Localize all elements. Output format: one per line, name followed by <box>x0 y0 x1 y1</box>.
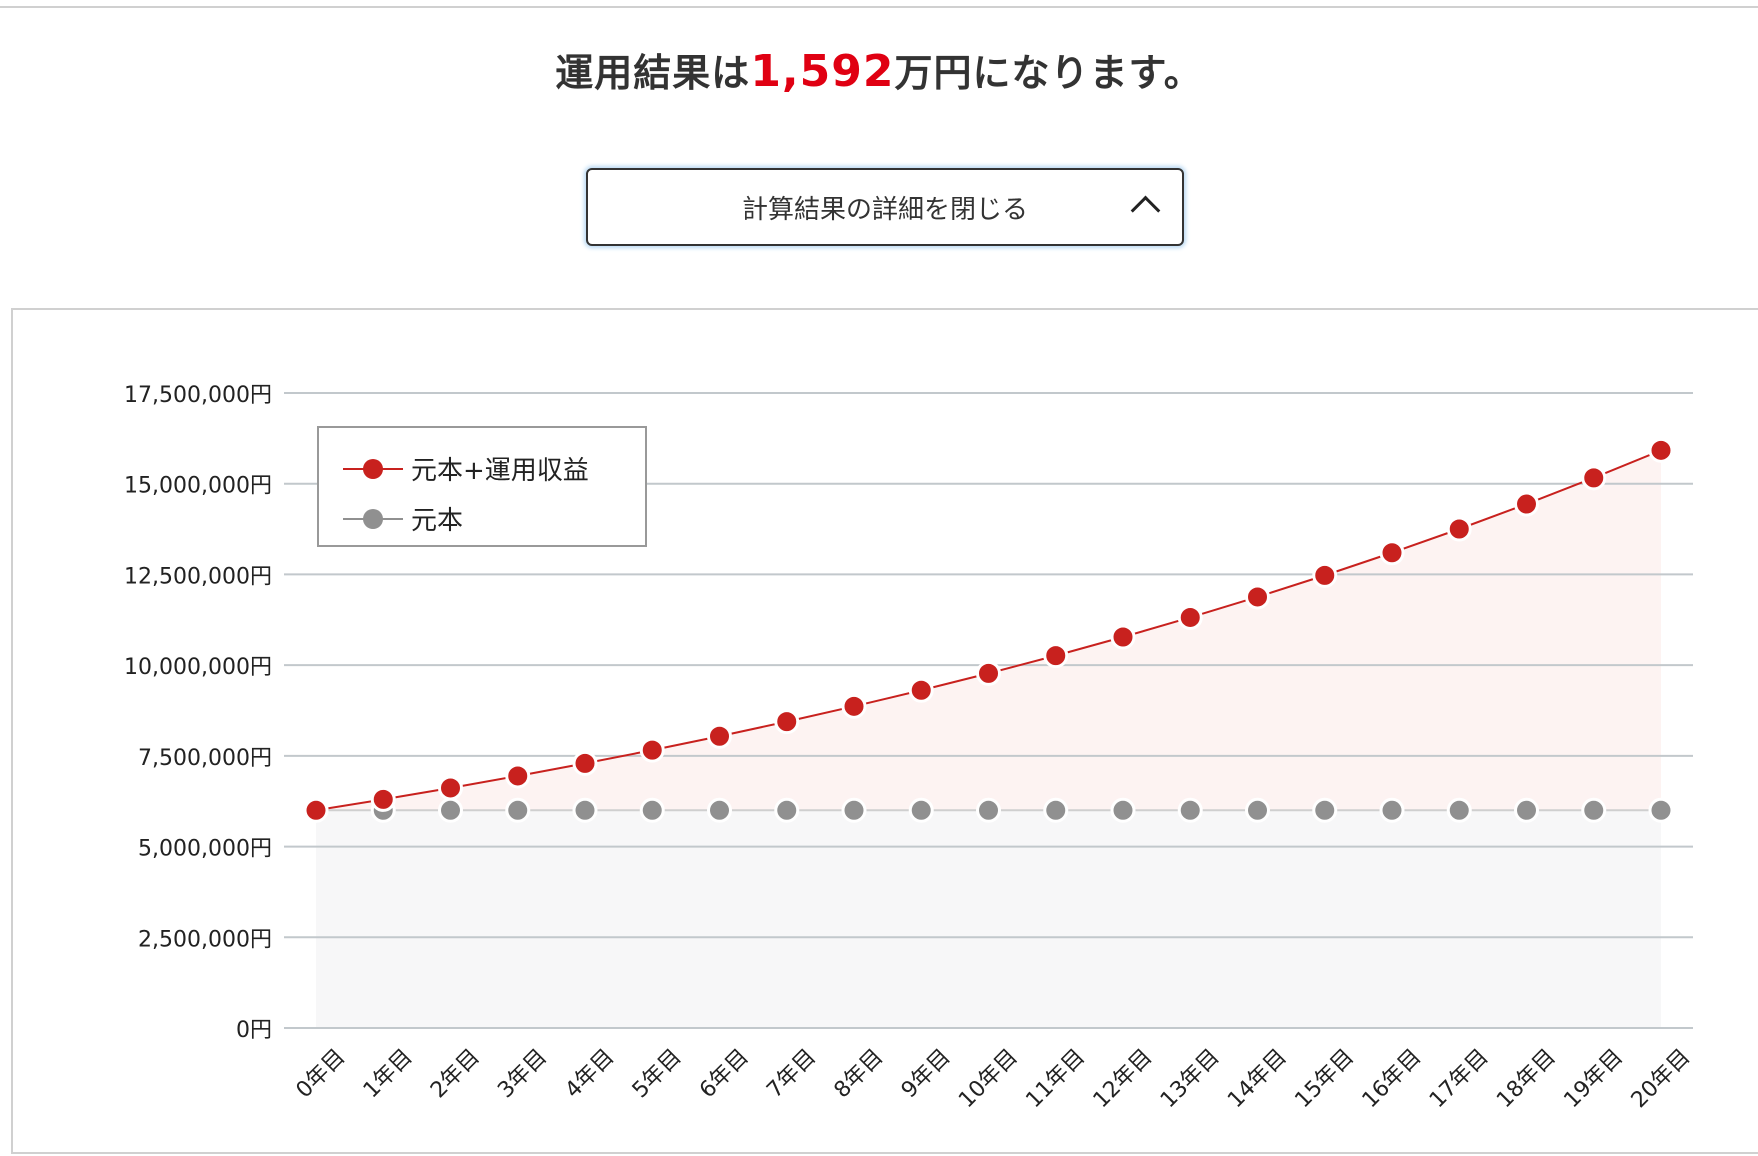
data-point-principal <box>1312 797 1338 823</box>
y-tick-label: 2,500,000円 <box>138 927 272 952</box>
data-point-principal <box>1581 797 1607 823</box>
data-point-total <box>774 709 800 735</box>
data-point-total <box>1581 465 1607 491</box>
legend-swatch-total <box>343 458 403 479</box>
data-point-total <box>1312 562 1338 588</box>
data-point-principal <box>707 797 732 823</box>
x-tick-label: 1年目 <box>359 1045 418 1104</box>
data-point-total <box>1379 540 1405 566</box>
close-details-button[interactable]: 計算結果の詳細を閉じる <box>586 168 1184 246</box>
x-tick-label: 7年目 <box>762 1045 821 1104</box>
data-point-principal <box>438 797 463 823</box>
data-point-principal <box>774 797 800 823</box>
x-tick-label: 3年目 <box>493 1045 552 1104</box>
data-point-total <box>707 723 732 749</box>
data-point-principal <box>1177 797 1203 823</box>
data-point-total <box>303 797 329 823</box>
data-point-principal <box>1648 797 1674 823</box>
x-tick-label: 10年目 <box>954 1045 1023 1114</box>
top-divider <box>0 6 1758 8</box>
y-tick-label: 5,000,000円 <box>138 837 272 862</box>
data-point-total <box>1043 643 1069 669</box>
data-point-total <box>841 693 867 719</box>
result-amount: 1,592 <box>750 46 895 97</box>
data-point-principal <box>1514 797 1539 823</box>
y-tick-label: 15,000,000円 <box>124 474 272 499</box>
data-point-total <box>908 677 934 703</box>
x-tick-label: 4年目 <box>561 1045 620 1104</box>
data-point-total <box>1110 624 1136 650</box>
x-tick-label: 14年目 <box>1223 1045 1292 1114</box>
legend-item-principal[interactable]: 元本 <box>343 500 463 537</box>
x-tick-label: 15年目 <box>1290 1045 1359 1114</box>
data-point-total <box>639 737 665 763</box>
data-point-principal <box>639 797 665 823</box>
headline-suffix: 万円になります。 <box>894 51 1203 95</box>
result-headline: 運用結果は1,592万円になります。 <box>0 42 1758 97</box>
data-point-principal <box>1110 797 1136 823</box>
data-point-principal <box>908 797 934 823</box>
data-point-principal <box>976 797 1001 823</box>
data-point-total <box>572 750 598 776</box>
data-point-principal <box>505 797 531 823</box>
data-point-total <box>1514 491 1539 517</box>
legend-swatch-principal <box>343 508 403 529</box>
data-point-total <box>1177 604 1203 630</box>
x-tick-label: 5年目 <box>628 1045 687 1104</box>
data-point-principal <box>841 797 867 823</box>
x-tick-label: 17年目 <box>1425 1045 1494 1114</box>
data-point-principal <box>572 797 598 823</box>
data-point-principal <box>1245 797 1270 823</box>
data-point-principal <box>1379 797 1405 823</box>
x-tick-label: 0年目 <box>292 1045 351 1104</box>
x-tick-label: 20年目 <box>1627 1045 1696 1114</box>
x-tick-label: 6年目 <box>695 1045 754 1104</box>
x-tick-label: 13年目 <box>1156 1045 1225 1114</box>
headline-prefix: 運用結果は <box>555 51 751 95</box>
legend-item-total[interactable]: 元本+運用収益 <box>343 450 589 487</box>
data-point-total <box>505 763 531 789</box>
data-point-total <box>1245 584 1270 610</box>
y-tick-label: 12,500,000円 <box>124 564 272 589</box>
x-tick-label: 12年目 <box>1089 1045 1158 1114</box>
data-point-total <box>1446 516 1472 542</box>
y-tick-label: 17,500,000円 <box>124 383 272 408</box>
x-tick-label: 19年目 <box>1559 1045 1628 1114</box>
data-point-principal <box>1446 797 1472 823</box>
data-point-total <box>1648 437 1674 463</box>
chart-legend: 元本+運用収益 元本 <box>317 426 647 547</box>
y-tick-label: 10,000,000円 <box>124 655 272 680</box>
x-tick-label: 2年目 <box>426 1045 485 1104</box>
data-point-total <box>370 786 396 812</box>
legend-label-principal: 元本 <box>411 506 464 536</box>
x-tick-label: 8年目 <box>830 1045 889 1104</box>
x-tick-label: 16年目 <box>1358 1045 1427 1114</box>
y-tick-label: 0円 <box>236 1018 272 1043</box>
data-point-total <box>976 660 1001 686</box>
x-tick-label: 9年目 <box>897 1045 956 1104</box>
data-point-total <box>438 775 463 801</box>
y-tick-label: 7,500,000円 <box>138 746 272 771</box>
x-tick-label: 18年目 <box>1492 1045 1561 1114</box>
data-point-principal <box>1043 797 1069 823</box>
close-details-label: 計算結果の詳細を閉じる <box>741 194 1028 225</box>
x-tick-label: 11年目 <box>1021 1045 1090 1114</box>
area-principal <box>316 810 1661 1028</box>
legend-label-total: 元本+運用収益 <box>411 456 589 486</box>
